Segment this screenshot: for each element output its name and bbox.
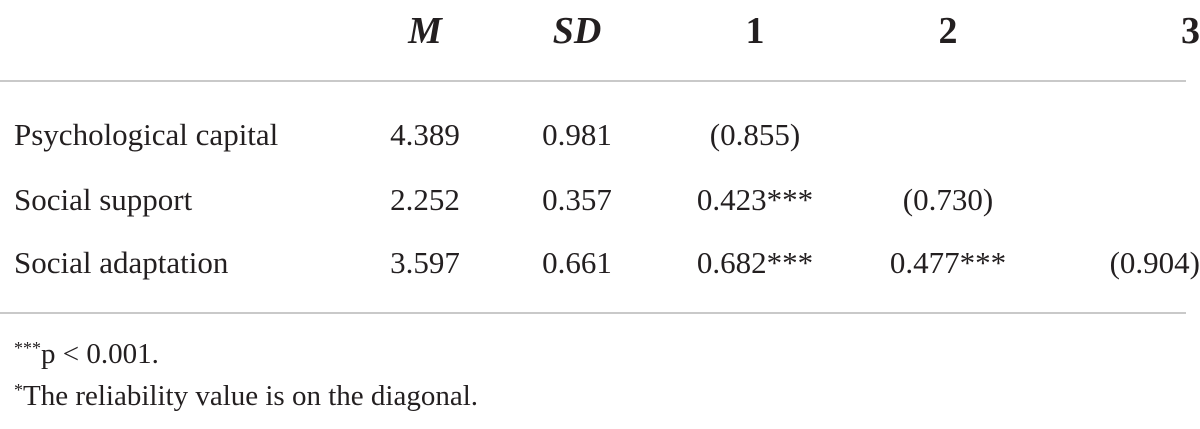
cell-col-2: 0.477*** bbox=[889, 245, 1007, 280]
cell-col-3 bbox=[1070, 110, 1200, 160]
significance-marker: *** bbox=[14, 338, 41, 358]
table-header-row: M SD 1 2 3 bbox=[0, 6, 1200, 56]
table-bottom-divider bbox=[0, 312, 1186, 314]
significance-footnote: ***p < 0.001. bbox=[14, 334, 159, 374]
cell-col-1: (0.855) bbox=[709, 117, 801, 152]
header-mean: M bbox=[408, 10, 442, 52]
cell-col-1: 0.423*** bbox=[696, 182, 814, 217]
reliability-footnote: *The reliability value is on the diagona… bbox=[14, 376, 478, 416]
cell-col-3 bbox=[1070, 175, 1200, 225]
header-sd: SD bbox=[552, 10, 602, 52]
row-label: Social adaptation bbox=[14, 245, 229, 280]
significance-text: p < 0.001. bbox=[41, 338, 159, 370]
table-row: Social support 2.252 0.357 0.423*** (0.7… bbox=[0, 175, 1200, 225]
reliability-marker: * bbox=[14, 380, 23, 400]
cell-col-2: (0.730) bbox=[902, 182, 994, 217]
cell-sd: 0.981 bbox=[542, 117, 612, 152]
cell-col-3: (0.904) bbox=[1109, 245, 1200, 280]
header-col-1: 1 bbox=[745, 10, 765, 52]
table-row: Psychological capital 4.389 0.981 (0.855… bbox=[0, 110, 1200, 160]
row-label: Social support bbox=[14, 182, 193, 217]
cell-mean: 2.252 bbox=[390, 182, 460, 217]
cell-col-2 bbox=[868, 110, 1028, 160]
reliability-text: The reliability value is on the diagonal… bbox=[23, 380, 479, 412]
table-row: Social adaptation 3.597 0.661 0.682*** 0… bbox=[0, 238, 1200, 288]
cell-mean: 4.389 bbox=[390, 117, 460, 152]
header-col-2: 2 bbox=[938, 10, 958, 52]
cell-col-1: 0.682*** bbox=[696, 245, 814, 280]
row-label: Psychological capital bbox=[14, 117, 279, 152]
cell-mean: 3.597 bbox=[390, 245, 460, 280]
cell-sd: 0.357 bbox=[542, 182, 612, 217]
cell-sd: 0.661 bbox=[542, 245, 612, 280]
header-divider bbox=[0, 80, 1186, 82]
header-col-3: 3 bbox=[1181, 10, 1200, 52]
